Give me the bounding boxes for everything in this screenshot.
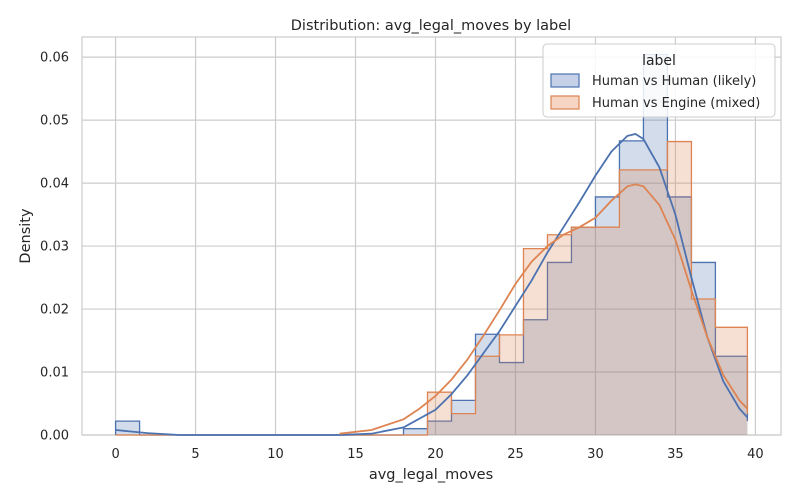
x-axis-ticks: 0 5 10 15 20 25 30 35 40 — [111, 447, 763, 462]
histogram-bar — [595, 196, 620, 435]
histogram-bar — [595, 227, 620, 435]
x-tick-label: 0 — [111, 447, 119, 462]
y-tick-label: 0.04 — [40, 177, 69, 192]
x-tick-label: 15 — [347, 447, 364, 462]
x-tick-label: 10 — [267, 447, 284, 462]
y-tick-label: 0.06 — [40, 51, 69, 66]
histogram-bar — [427, 421, 452, 435]
kde-line-0 — [115, 133, 749, 436]
histogram-bar — [523, 248, 548, 435]
kde-line-1 — [339, 183, 749, 435]
histogram-bar — [547, 262, 572, 435]
x-tick-label: 40 — [747, 447, 764, 462]
legend-box — [542, 43, 776, 118]
legend-swatch-human-vs-engine — [550, 95, 580, 110]
histogram-bar — [691, 298, 716, 435]
y-tick-label: 0.05 — [40, 114, 69, 129]
legend-label-human-vs-human: Human vs Human (likely) — [592, 74, 756, 89]
legend-swatch-human-vs-human — [550, 73, 580, 88]
x-tick-label: 30 — [587, 447, 604, 462]
y-tick-label: 0.00 — [40, 429, 69, 444]
x-axis-label: avg_legal_moves — [369, 467, 493, 483]
x-tick-label: 5 — [191, 447, 199, 462]
y-axis-label: Density — [18, 208, 34, 264]
x-tick-label: 35 — [667, 447, 684, 462]
histogram-bar — [427, 392, 452, 435]
y-tick-label: 0.01 — [40, 366, 69, 381]
histogram-bar — [715, 327, 748, 435]
histogram-bar — [523, 319, 548, 435]
x-tick-label: 20 — [427, 447, 444, 462]
histogram-bar — [475, 334, 500, 435]
histogram-bar — [499, 334, 524, 435]
histogram-bar — [571, 227, 596, 435]
x-tick-label: 25 — [507, 447, 524, 462]
histogram-bar — [403, 428, 428, 435]
histogram-bar — [451, 400, 476, 435]
histogram-bar — [547, 234, 572, 435]
y-tick-label: 0.02 — [40, 303, 69, 318]
histogram-bar — [619, 169, 644, 435]
legend-label-human-vs-engine: Human vs Engine (mixed) — [592, 96, 760, 111]
histogram-bar — [643, 169, 668, 435]
legend: label Human vs Human (likely) Human vs E… — [542, 43, 776, 118]
y-axis-ticks: 0.00 0.01 0.02 0.03 0.04 0.05 0.06 — [40, 51, 69, 444]
y-tick-label: 0.03 — [40, 240, 69, 255]
chart-title: Distribution: avg_legal_moves by label — [291, 18, 571, 34]
series-bars-1 — [115, 140, 749, 436]
histogram-bar — [619, 140, 644, 435]
legend-title: label — [642, 53, 676, 69]
histogram-bar — [451, 413, 476, 435]
histogram-bar — [115, 421, 140, 435]
histogram-bar — [475, 356, 500, 435]
histogram-bar — [667, 141, 692, 436]
histogram-bar — [499, 362, 524, 435]
kde-curves — [115, 133, 749, 436]
histogram-bar — [571, 227, 596, 435]
